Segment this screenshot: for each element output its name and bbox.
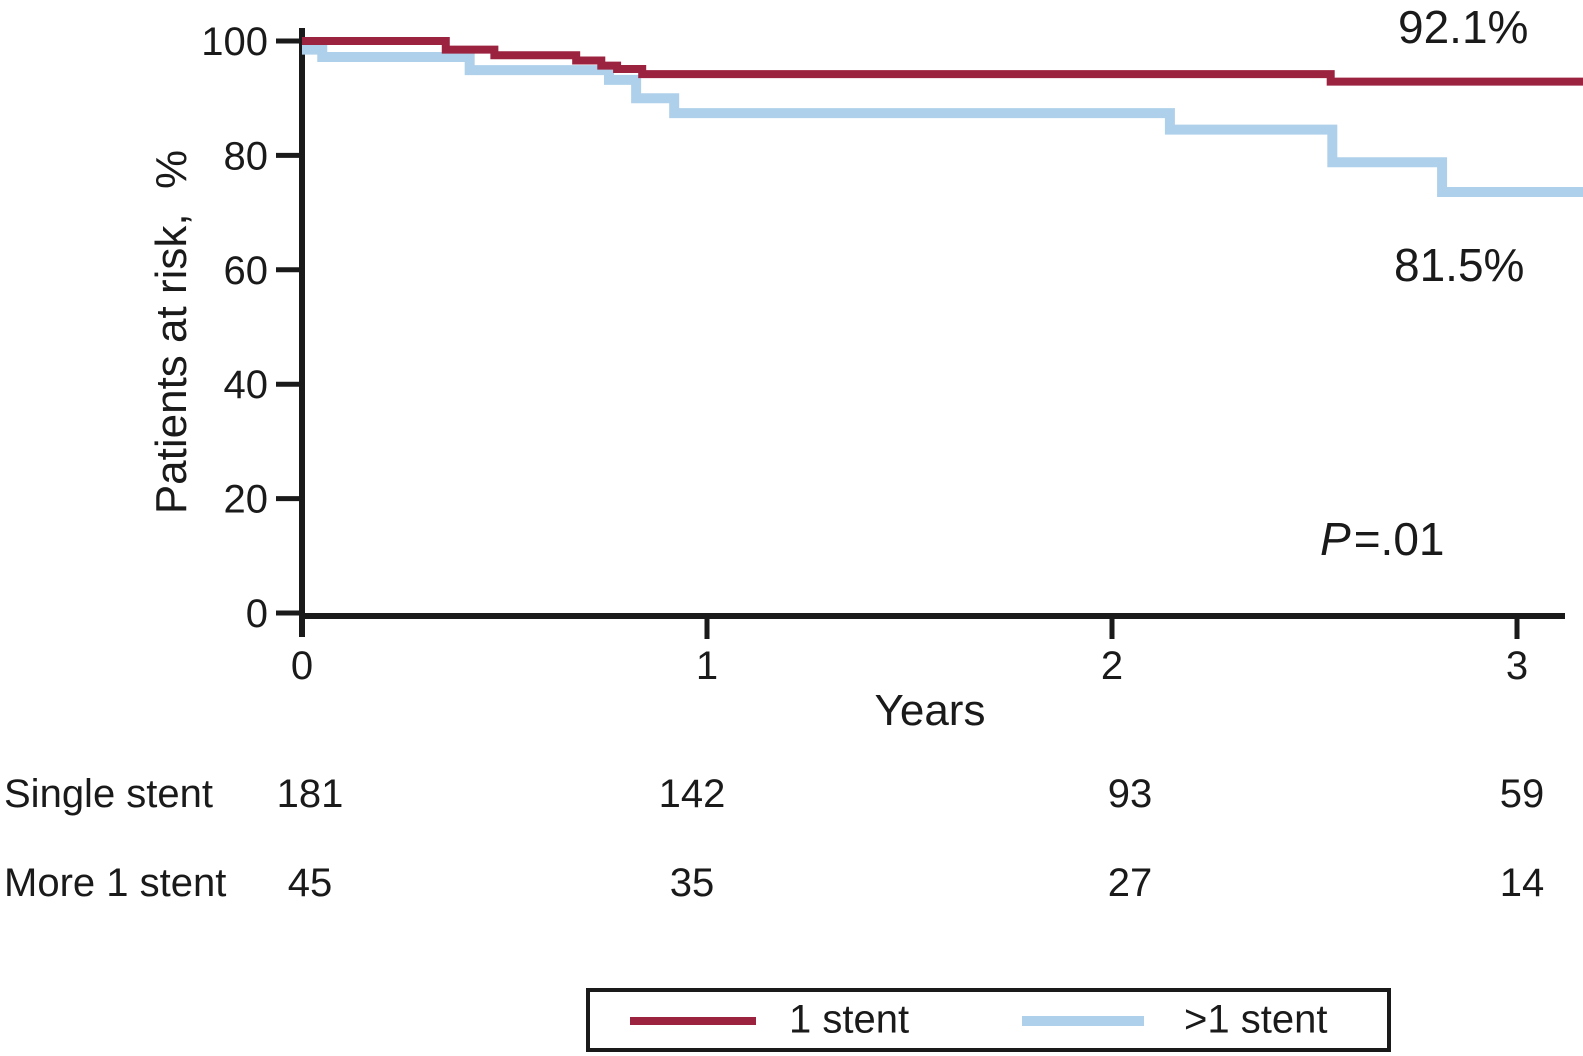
risk-table-row-more-1-stent: More 1 stent 45 35 27 14: [0, 859, 1583, 907]
risk-count: 142: [658, 772, 726, 816]
red-curve-final-value-label: 92.1%: [1398, 1, 1529, 53]
km-plot-area: 0 20 40 60 80 100 0 1 2 3: [201, 20, 1583, 688]
risk-count: 93: [1107, 772, 1153, 816]
series-0-curve: [302, 37, 1583, 86]
x-tick-label: 0: [291, 644, 313, 688]
blue-curve-final-value-label: 81.5%: [1394, 239, 1525, 291]
legend: 1 stent >1 stent: [586, 988, 1391, 1052]
x-tick-label: 1: [696, 644, 718, 688]
risk-count: 45: [287, 861, 333, 905]
y-tick-label: 0: [246, 592, 268, 636]
legend-swatch-gt1-stent: [1022, 1016, 1144, 1026]
x-tick-label: 2: [1101, 644, 1123, 688]
y-tick-label: 20: [224, 478, 269, 522]
risk-table-row-single-stent: Single stent 181 142 93 59: [0, 770, 1583, 818]
x-tick-label: 3: [1506, 644, 1528, 688]
p-value-number: =.01: [1353, 513, 1445, 565]
risk-count: 35: [669, 861, 715, 905]
risk-count: 14: [1499, 861, 1545, 905]
risk-row-label: More 1 stent: [4, 861, 227, 905]
p-value-symbol: P: [1320, 513, 1351, 565]
risk-count: 181: [276, 772, 344, 816]
risk-count: 27: [1107, 861, 1153, 905]
series-1-curve: [302, 44, 1583, 198]
legend-swatch-1-stent: [630, 1017, 756, 1025]
legend-label-1-stent: 1 stent: [789, 997, 910, 1042]
legend-label-gt1-stent: >1 stent: [1184, 997, 1328, 1042]
y-tick-label: 100: [201, 20, 268, 64]
y-tick-label: 60: [224, 249, 269, 293]
p-value-label: P=.01: [1320, 512, 1445, 566]
y-tick-label: 80: [224, 134, 269, 178]
y-axis-title: Patients at risk, %: [147, 149, 196, 515]
y-tick-label: 40: [224, 363, 269, 407]
risk-count: 59: [1499, 772, 1545, 816]
x-axis-title: Years: [874, 686, 986, 735]
risk-row-label: Single stent: [4, 772, 214, 816]
